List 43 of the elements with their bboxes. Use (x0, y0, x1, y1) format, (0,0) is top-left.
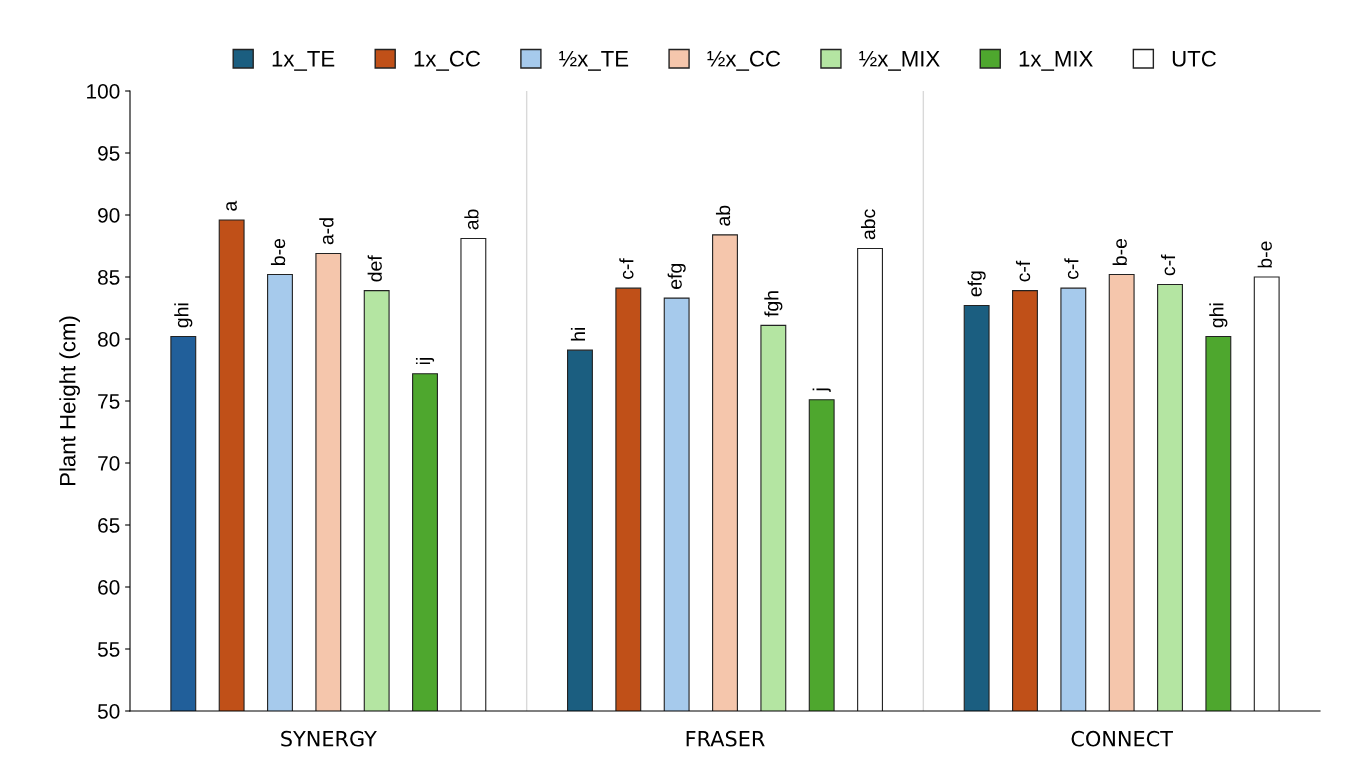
data-label: b-e (1257, 241, 1272, 268)
legend-label: 1x_MIX (1019, 51, 1093, 71)
y-tick-label: 50 (97, 704, 120, 719)
data-label: efg (667, 263, 686, 289)
data-label: ghi (174, 303, 193, 328)
data-label: ab (715, 205, 731, 226)
legend-label: 1x_CC (414, 50, 481, 71)
data-label: c-f (1064, 258, 1079, 279)
data-label: a-d (319, 218, 334, 245)
data-label: c-f (1160, 254, 1176, 276)
data-label: abc (860, 209, 876, 240)
y-tick-label: 80 (98, 332, 120, 347)
y-tick-label: 70 (98, 456, 120, 471)
legend-label: ½x_CC (707, 50, 781, 71)
y-tick-label: 90 (98, 208, 120, 223)
data-label: c-f (619, 258, 634, 279)
y-tick-label: 65 (98, 518, 120, 533)
y-axis-title: Plant Height (cm) (59, 316, 80, 485)
legend-label: ½x_MIX (859, 51, 940, 71)
data-label: c-f (1015, 260, 1031, 282)
data-label: efg (967, 271, 986, 297)
x-tick-label: SYNERGY (281, 730, 377, 747)
y-tick-label: 60 (98, 580, 120, 595)
legend-label: ½x_TE (559, 51, 629, 71)
x-tick-label: FRASER (686, 730, 765, 747)
data-label: b-e (1112, 238, 1127, 265)
y-tick-label: 85 (98, 270, 120, 285)
data-label: a (226, 200, 237, 211)
data-label: j (812, 388, 831, 392)
data-label: ab (464, 209, 479, 230)
data-label: fgh (764, 291, 783, 317)
legend-label: 1x_TE (272, 51, 335, 71)
data-label: ghi (1209, 303, 1228, 328)
y-tick-label: 95 (98, 146, 120, 161)
y-tick-label: 100 (87, 84, 120, 99)
data-label: hi (570, 328, 585, 341)
x-tick-label: CONNECT (1071, 730, 1173, 747)
data-label: def (367, 255, 382, 282)
y-tick-label: 75 (98, 394, 120, 409)
y-tick-label: 55 (97, 642, 120, 657)
data-label: b-e (270, 238, 286, 265)
data-label: ij (415, 358, 435, 365)
legend-label: UTC (1172, 50, 1216, 67)
